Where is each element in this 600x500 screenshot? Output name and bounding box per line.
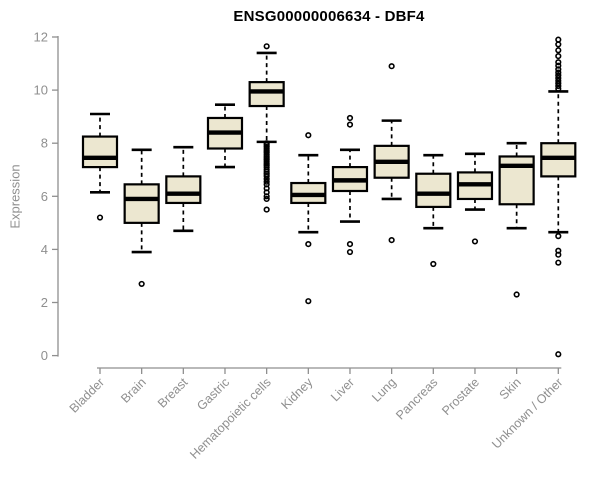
x-category-label: Brain [118, 375, 149, 406]
outlier-point [305, 298, 312, 305]
box-brain [123, 148, 160, 288]
outlier-point [555, 259, 562, 266]
y-tick-label: 12 [34, 30, 48, 45]
outlier-point [263, 206, 270, 213]
box-bladder [81, 112, 119, 221]
outlier-point [305, 132, 312, 139]
outlier-point [555, 53, 562, 60]
y-tick-label: 0 [41, 348, 48, 363]
outlier-point [471, 238, 479, 245]
outlier-point [555, 36, 562, 43]
x-category-label: Lung [369, 375, 399, 405]
outlier-point [388, 63, 395, 70]
x-category-label: Kidney [279, 375, 316, 412]
outlier-point [555, 85, 562, 92]
outlier-point [263, 193, 270, 200]
iqr-box [248, 81, 285, 108]
outlier-point [263, 178, 270, 185]
chart-title: ENSG00000006634 - DBF4 [233, 8, 425, 25]
box-lung [373, 63, 410, 244]
box-skin [498, 141, 535, 298]
outlier-point [555, 83, 562, 90]
outlier-point [555, 62, 562, 69]
y-tick-label: 10 [34, 83, 48, 98]
outlier-point [263, 43, 270, 50]
box-unknown-other [540, 36, 577, 358]
outlier-point [388, 237, 395, 244]
outlier-point [430, 260, 437, 268]
outlier-point [555, 41, 562, 48]
y-tick-label: 6 [41, 189, 48, 204]
outlier-point [138, 280, 145, 288]
outlier-point [346, 114, 354, 122]
box-breast [165, 145, 202, 233]
outlier-point [555, 47, 562, 54]
x-category-label: Gastric [194, 375, 232, 413]
x-category-label: Breast [155, 375, 191, 411]
iqr-box [165, 175, 202, 205]
x-category-label: Pancreas [393, 375, 440, 422]
y-axis-label: Expression [0, 37, 30, 356]
outlier-point [555, 233, 562, 240]
outlier-point [513, 291, 520, 298]
box-prostate [456, 152, 494, 245]
box-pancreas [415, 153, 452, 268]
box-kidney [290, 132, 327, 305]
outlier-point [263, 195, 270, 203]
iqr-box [415, 172, 452, 209]
x-category-label: Hematopoietic cells [187, 375, 274, 462]
y-axis: 0 2 4 6 8 10 12 [34, 30, 59, 363]
box-liver [331, 114, 369, 256]
iqr-box [81, 135, 119, 169]
outlier-point [346, 121, 354, 128]
outlier-point [346, 240, 354, 248]
outlier-point [305, 240, 312, 248]
box-gastric [206, 103, 244, 169]
outlier-point [96, 214, 104, 221]
outlier-point [555, 69, 562, 76]
y-tick-label: 8 [41, 136, 48, 151]
x-category-label: Bladder [67, 375, 107, 415]
outlier-point [555, 251, 562, 258]
outlier-point [555, 66, 562, 73]
iqr-box [123, 183, 160, 224]
outlier-point [346, 248, 354, 256]
box-hematopoietic-cells [248, 43, 285, 213]
outlier-point [555, 351, 562, 358]
y-tick-label: 2 [41, 295, 48, 310]
x-category-label: Liver [328, 375, 357, 404]
x-category-label: Skin [497, 375, 524, 402]
outlier-point [263, 173, 270, 180]
x-category-label: Prostate [439, 375, 482, 418]
outlier-point [555, 59, 562, 66]
y-axis-label-text: Expression [7, 164, 23, 229]
y-tick-label: 4 [41, 242, 48, 257]
x-category-label: Unknown / Other [489, 375, 565, 451]
